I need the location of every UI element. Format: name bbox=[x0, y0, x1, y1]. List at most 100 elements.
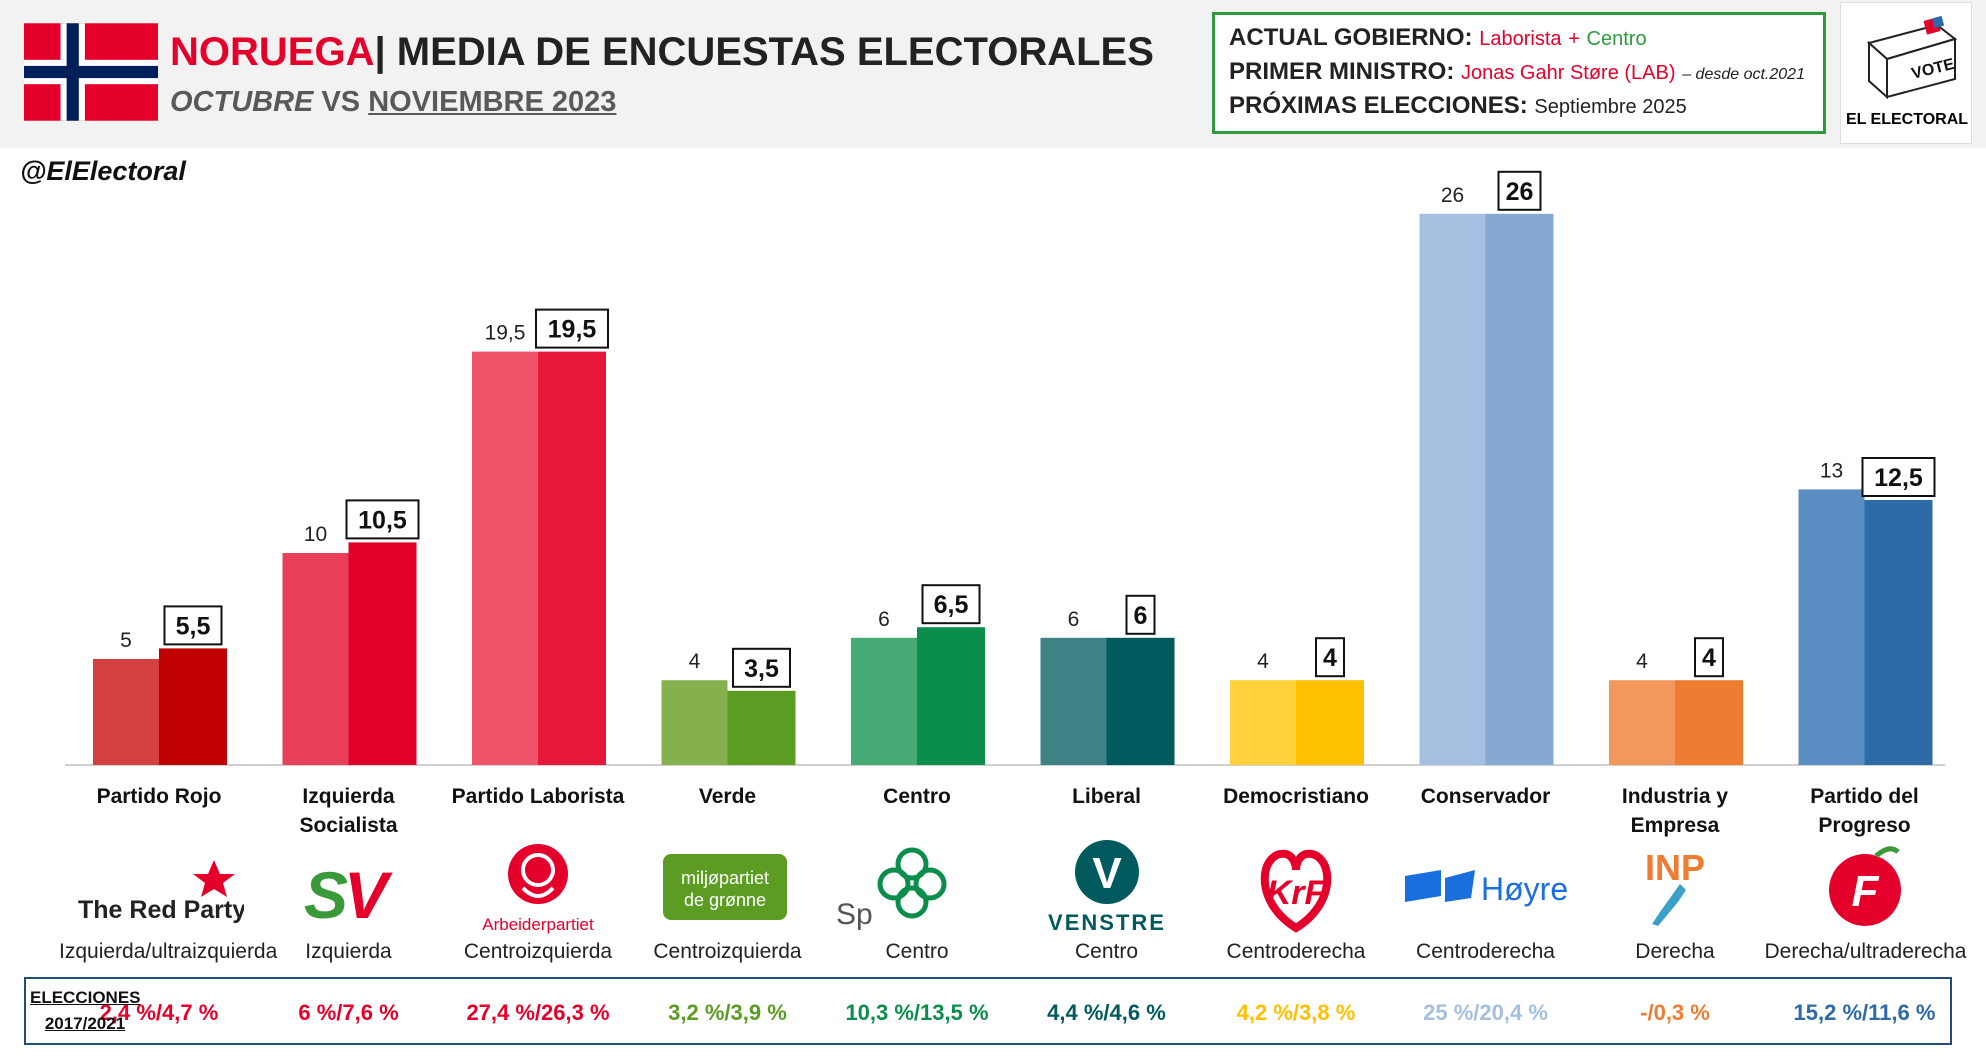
logo-text: The Red Party bbox=[78, 896, 244, 924]
bar-octubre bbox=[1040, 637, 1107, 765]
election-result: 3,2 %/3,9 % bbox=[668, 1000, 787, 1025]
election-results-box: ELECCIONES 2017/2021 bbox=[24, 977, 1952, 1045]
bar-octubre bbox=[851, 637, 917, 765]
election-result: 27,4 %/26,3 % bbox=[466, 1000, 610, 1025]
data-label-box bbox=[1125, 594, 1156, 635]
header: NORUEGA| MEDIA DE ENCUESTAS ELECTORALES … bbox=[0, 0, 1986, 148]
data-label-octubre: 4 bbox=[1257, 650, 1269, 673]
logo-text: F bbox=[1851, 867, 1879, 916]
bar-noviembre bbox=[1296, 680, 1364, 765]
bar-noviembre bbox=[348, 542, 417, 765]
data-label-octubre: 19,5 bbox=[485, 322, 526, 345]
data-label-octubre: 6 bbox=[1068, 608, 1080, 631]
rose-logo-icon: Arbeiderpartiet bbox=[482, 844, 594, 934]
data-label-noviembre: 6,5 bbox=[934, 591, 969, 619]
party-name: Verde bbox=[698, 785, 757, 808]
bar-group: 4 3,5 bbox=[661, 647, 796, 765]
government-box: ACTUAL GOBIERNO: Laborista + Centro PRIM… bbox=[1212, 12, 1826, 134]
svg-text:V: V bbox=[1092, 849, 1122, 898]
party-name: Conservador bbox=[1420, 785, 1551, 808]
data-label-octubre: 5 bbox=[120, 629, 132, 652]
party-ideology: Izquierda bbox=[305, 940, 392, 963]
bar-group: 55,5 bbox=[93, 605, 227, 765]
bar-group: 19,5 19,5 bbox=[472, 308, 609, 765]
party-name: Partido Laborista bbox=[451, 785, 625, 808]
party-ideology: Derecha/ultraderecha bbox=[1764, 940, 1967, 963]
next-election-value: Septiembre 2025 bbox=[1534, 96, 1687, 118]
bar-noviembre bbox=[538, 351, 606, 765]
red-party-logo-icon: The Red Party bbox=[78, 860, 246, 924]
clover-logo-icon: Sp bbox=[836, 847, 947, 931]
bar-group: 13 12,5 bbox=[1798, 457, 1936, 765]
party-ideology: Centroderecha bbox=[1416, 940, 1555, 963]
data-label-box bbox=[163, 605, 223, 646]
party-logo: The Red Party bbox=[74, 840, 246, 936]
party-name: Centro bbox=[883, 785, 951, 808]
party-logo: V VENSTRE bbox=[1022, 840, 1192, 936]
data-label-noviembre: 4 bbox=[1702, 644, 1716, 672]
bar-octubre bbox=[1798, 489, 1865, 765]
party-ideology: Derecha bbox=[1635, 940, 1715, 963]
el-electoral-logo: VOTE EL ELECTORAL bbox=[1840, 2, 1972, 144]
bar-octubre bbox=[661, 680, 728, 765]
bar-noviembre bbox=[159, 648, 227, 765]
data-label-octubre: 26 bbox=[1441, 184, 1464, 207]
data-label-octubre: 10 bbox=[304, 523, 327, 546]
bar-noviembre bbox=[1864, 500, 1933, 765]
election-result: 4,4 %/4,6 % bbox=[1047, 1000, 1166, 1025]
data-label-box bbox=[1694, 637, 1724, 678]
bar-octubre bbox=[1230, 680, 1296, 765]
bar-noviembre bbox=[1106, 637, 1175, 765]
brand-name: EL ELECTORAL bbox=[1845, 111, 1969, 128]
election-result: 2,4 %/4,7 % bbox=[99, 1000, 219, 1025]
bar-noviembre bbox=[1675, 680, 1743, 765]
data-label-box bbox=[1497, 170, 1542, 211]
bar-noviembre bbox=[727, 690, 796, 765]
party-ideology: Izquierda/ultraizquierda bbox=[59, 940, 278, 963]
inp-logo-icon: INP bbox=[1645, 847, 1705, 926]
party-name: Izquierda Socialista bbox=[299, 785, 398, 837]
data-label-octubre: 4 bbox=[689, 650, 701, 673]
party-ideology: Centro bbox=[885, 940, 949, 963]
bar-octubre bbox=[93, 659, 159, 765]
data-label-noviembre: 19,5 bbox=[548, 316, 597, 344]
data-label-box bbox=[345, 499, 420, 540]
data-label-noviembre: 12,5 bbox=[1874, 464, 1923, 492]
title-text: MEDIA DE ENCUESTAS ELECTORALES bbox=[396, 30, 1154, 74]
ballot-box-icon: VOTE bbox=[1866, 15, 1958, 100]
party-name: Industria y Empresa bbox=[1621, 785, 1729, 837]
svg-text:V: V bbox=[344, 858, 393, 932]
party-name: Democristiano bbox=[1223, 785, 1369, 808]
frp-apple-logo-icon: F bbox=[1828, 846, 1901, 926]
party-name: Partido Rojo bbox=[96, 785, 222, 808]
party-ideology: Centro bbox=[1074, 940, 1139, 963]
pm-since: – desde oct.2021 bbox=[1682, 66, 1805, 83]
bar-noviembre bbox=[917, 627, 985, 765]
results-label-line-1: ELECCIONES bbox=[30, 988, 141, 1007]
election-result: -/0,3 % bbox=[1640, 1000, 1710, 1025]
data-label-octubre: 4 bbox=[1636, 650, 1648, 673]
gov-plus: + bbox=[1568, 28, 1580, 50]
logo-text: Arbeiderpartiet bbox=[482, 915, 594, 934]
party-ideology: Centroizquierda bbox=[463, 940, 613, 963]
logo-text: KrF bbox=[1267, 874, 1327, 912]
party-logo: F bbox=[1780, 840, 1950, 936]
party-name: Liberal bbox=[1072, 785, 1141, 808]
data-label-box bbox=[921, 584, 981, 625]
data-label-octubre: 6 bbox=[878, 608, 890, 631]
election-result: 15,2 %/11,6 % bbox=[1793, 1000, 1936, 1025]
krf-heart-logo-icon: KrF bbox=[1260, 849, 1332, 933]
party-logo: Sp bbox=[832, 840, 1002, 936]
bar-octubre bbox=[472, 351, 538, 765]
logo-text: Høyre bbox=[1481, 871, 1568, 907]
party-logo: KrF bbox=[1211, 840, 1381, 936]
party-logo: INP bbox=[1590, 840, 1760, 936]
subtitle: OCTUBRE VS NOVIEMBRE 2023 bbox=[170, 86, 616, 119]
subtitle-from: OCTUBRE bbox=[170, 86, 314, 118]
page-title: NORUEGA| MEDIA DE ENCUESTAS ELECTORALES bbox=[170, 30, 1154, 75]
results-label: ELECCIONES 2017/2021 bbox=[30, 985, 141, 1037]
